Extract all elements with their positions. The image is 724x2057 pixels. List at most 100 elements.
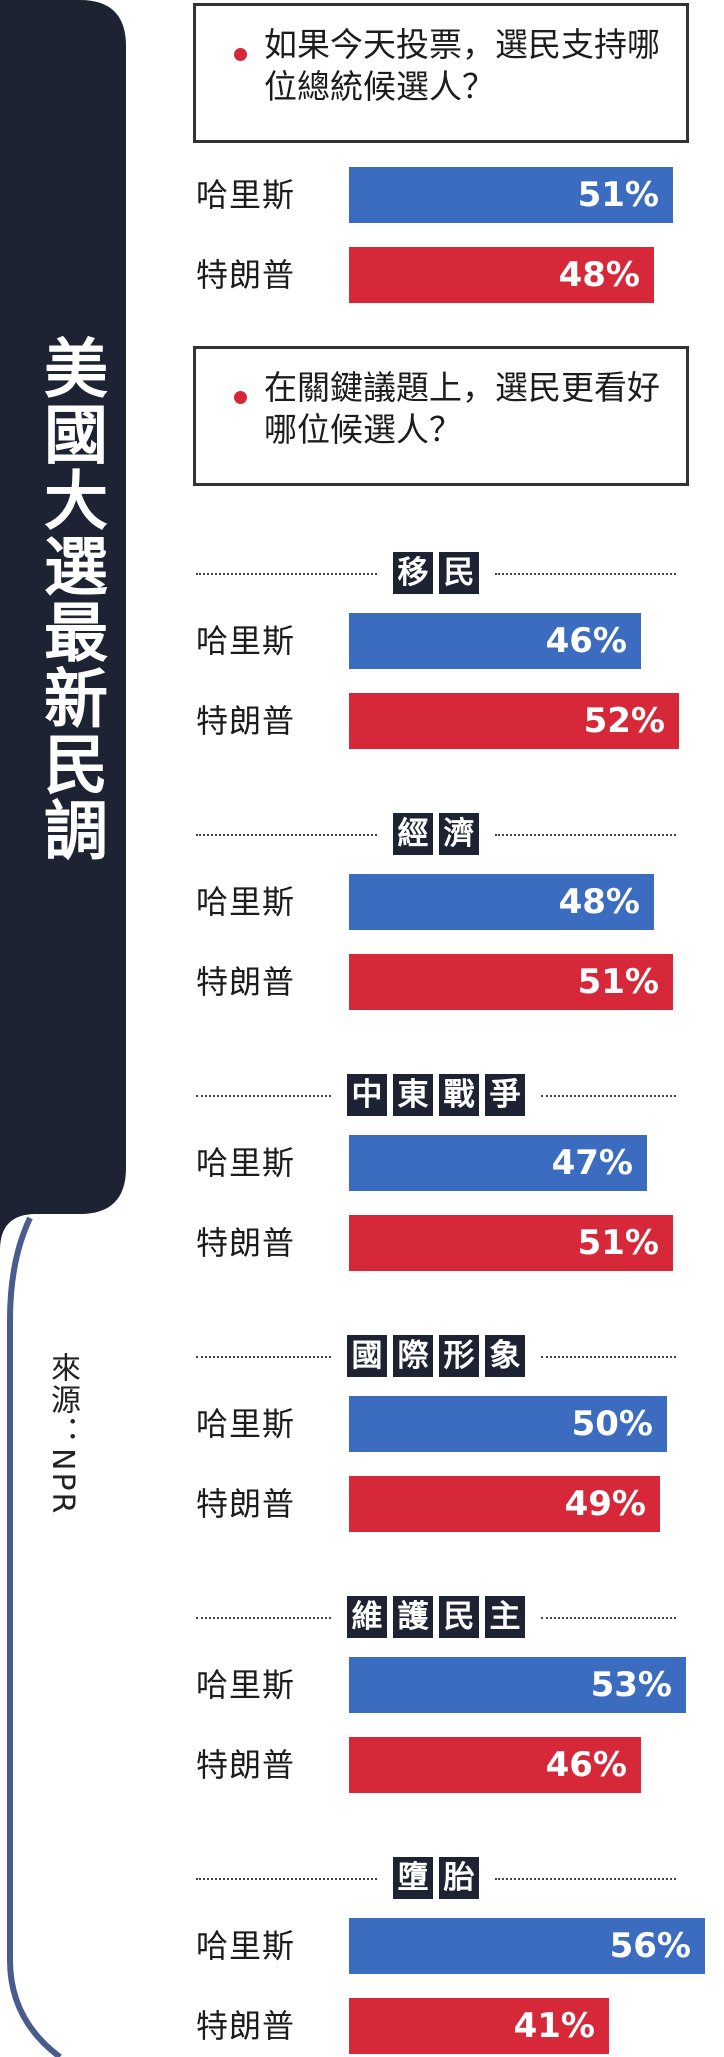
issue-topic-char: 濟 — [439, 813, 479, 855]
section-header: 經濟 — [196, 813, 676, 857]
dotted-divider — [541, 1095, 676, 1097]
bar-trump: 52% — [349, 693, 679, 749]
issue-topic-char: 爭 — [485, 1074, 525, 1116]
issue-topic-tag: 維護民主 — [347, 1596, 525, 1640]
bar-value-label: 51% — [577, 962, 659, 1002]
question-box-2: 在關鍵議題上，選民更看好哪位候選人？ — [193, 346, 689, 486]
issue-row-trump: 特朗普 46% — [196, 1737, 716, 1793]
dotted-divider — [196, 573, 377, 575]
overall-row-trump: 特朗普 48% — [196, 247, 716, 303]
bar-value-label: 41% — [513, 2006, 595, 2046]
bar-value-label: 47% — [551, 1143, 633, 1183]
issue-topic-char: 主 — [485, 1596, 525, 1638]
candidate-label: 哈里斯 — [196, 176, 296, 214]
candidate-label: 特朗普 — [196, 1746, 296, 1784]
dotted-divider — [495, 1878, 676, 1880]
candidate-label: 特朗普 — [196, 1224, 296, 1262]
candidate-label: 哈里斯 — [196, 622, 296, 660]
section-header: 國際形象 — [196, 1335, 676, 1379]
candidate-label: 特朗普 — [196, 963, 296, 1001]
bar-harris: 50% — [349, 1396, 667, 1452]
issue-topic-char: 維 — [347, 1596, 387, 1638]
bar-value-label: 53% — [590, 1665, 672, 1705]
bar-value-label: 51% — [577, 175, 659, 215]
issue-topic-tag: 移民 — [393, 552, 479, 596]
dotted-divider — [495, 834, 676, 836]
bar-value-label: 49% — [564, 1484, 646, 1524]
issue-topic-char: 護 — [393, 1596, 433, 1638]
issue-topic-char: 東 — [393, 1074, 433, 1116]
bar-trump: 51% — [349, 1215, 673, 1271]
bar-trump: 48% — [349, 247, 654, 303]
bar-trump: 41% — [349, 1998, 609, 2054]
question-box-1: 如果今天投票，選民支持哪位總統候選人？ — [193, 3, 689, 143]
issue-row-harris: 哈里斯 56% — [196, 1918, 716, 1974]
bar-value-label: 51% — [577, 1223, 659, 1263]
issue-topic-tag: 中東戰爭 — [347, 1074, 525, 1118]
issue-row-trump: 特朗普 51% — [196, 954, 716, 1010]
issue-topic-char: 胎 — [439, 1857, 479, 1899]
issue-topic-tag: 墮胎 — [393, 1857, 479, 1901]
sidebar-title: 美國大選最新民調 — [33, 335, 107, 863]
dotted-divider — [196, 1095, 331, 1097]
candidate-label: 特朗普 — [196, 2007, 296, 2045]
bar-harris: 46% — [349, 613, 641, 669]
issue-row-trump: 特朗普 51% — [196, 1215, 716, 1271]
bar-value-label: 50% — [571, 1404, 653, 1444]
issue-row-trump: 特朗普 41% — [196, 1998, 716, 2054]
bar-value-label: 56% — [609, 1926, 691, 1966]
issue-topic-char: 墮 — [393, 1857, 433, 1899]
issue-row-harris: 哈里斯 53% — [196, 1657, 716, 1713]
bullet-dot-icon — [234, 48, 247, 61]
bar-value-label: 48% — [558, 882, 640, 922]
issue-topic-char: 際 — [393, 1335, 433, 1377]
sidebar-accent-line — [7, 1216, 62, 2057]
bar-value-label: 46% — [545, 1745, 627, 1785]
sidebar-dark-panel — [0, 0, 126, 1250]
issue-topic-char: 經 — [393, 813, 433, 855]
bar-harris: 47% — [349, 1135, 647, 1191]
candidate-label: 特朗普 — [196, 256, 296, 294]
candidate-label: 哈里斯 — [196, 1927, 296, 1965]
bar-harris: 48% — [349, 874, 654, 930]
issue-topic-char: 戰 — [439, 1074, 479, 1116]
section-header: 移民 — [196, 552, 676, 596]
source-note: 來源：NPR — [45, 1352, 80, 1516]
section-header: 墮胎 — [196, 1857, 676, 1901]
candidate-label: 哈里斯 — [196, 1666, 296, 1704]
dotted-divider — [541, 1356, 676, 1358]
dotted-divider — [196, 834, 377, 836]
section-header: 維護民主 — [196, 1596, 676, 1640]
candidate-label: 特朗普 — [196, 702, 296, 740]
issue-row-harris: 哈里斯 48% — [196, 874, 716, 930]
bar-harris: 56% — [349, 1918, 705, 1974]
candidate-label: 哈里斯 — [196, 1144, 296, 1182]
issue-topic-char: 民 — [439, 552, 479, 594]
bar-value-label: 52% — [583, 701, 665, 741]
candidate-label: 哈里斯 — [196, 883, 296, 921]
issue-topic-tag: 國際形象 — [347, 1335, 525, 1379]
candidate-label: 特朗普 — [196, 1485, 296, 1523]
bar-trump: 51% — [349, 954, 673, 1010]
sidebar: 美國大選最新民調 來源：NPR — [0, 0, 200, 2057]
sidebar-shape — [0, 0, 126, 2057]
question-text-1: 如果今天投票，選民支持哪位總統候選人？ — [264, 25, 660, 106]
bullet-dot-icon — [234, 391, 247, 404]
bar-value-label: 46% — [545, 621, 627, 661]
dotted-divider — [495, 573, 676, 575]
issue-row-trump: 特朗普 52% — [196, 693, 716, 749]
issue-topic-char: 中 — [347, 1074, 387, 1116]
issue-row-harris: 哈里斯 47% — [196, 1135, 716, 1191]
question-text-2: 在關鍵議題上，選民更看好哪位候選人？ — [264, 368, 660, 449]
dotted-divider — [196, 1617, 331, 1619]
dotted-divider — [196, 1356, 331, 1358]
issue-topic-char: 移 — [393, 552, 433, 594]
dotted-divider — [541, 1617, 676, 1619]
issue-row-harris: 哈里斯 46% — [196, 613, 716, 669]
issue-row-trump: 特朗普 49% — [196, 1476, 716, 1532]
bar-value-label: 48% — [558, 255, 640, 295]
bar-harris: 53% — [349, 1657, 686, 1713]
issue-topic-char: 民 — [439, 1596, 479, 1638]
overall-row-harris: 哈里斯 51% — [196, 167, 716, 223]
bar-trump: 46% — [349, 1737, 641, 1793]
